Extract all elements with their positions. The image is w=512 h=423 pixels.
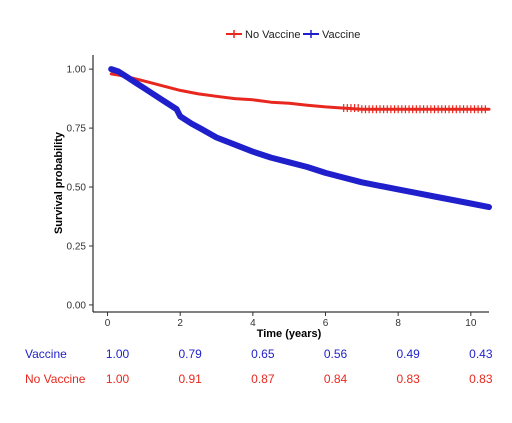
series-line-no-vaccine	[109, 72, 491, 111]
x-ticks: 0 2 4 6 8 10	[105, 312, 477, 329]
y-tick-label: 1.00	[67, 65, 87, 76]
risk-value: 0.84	[324, 372, 348, 386]
risk-value: 1.00	[106, 372, 130, 386]
x-tick-label: 4	[250, 318, 256, 329]
risk-value: 0.49	[396, 347, 420, 361]
series-line-vaccine	[108, 66, 492, 211]
risk-value: 1.00	[106, 347, 130, 361]
risk-value: 0.56	[324, 347, 348, 361]
x-tick-label: 8	[395, 318, 401, 329]
risk-value: 0.65	[251, 347, 275, 361]
x-tick-label: 0	[105, 318, 111, 329]
x-tick-label: 10	[465, 318, 477, 329]
y-tick-label: 0.75	[67, 124, 87, 135]
risk-value: 0.87	[251, 372, 275, 386]
x-axis-title: Time (years)	[257, 328, 322, 340]
risk-value: 0.79	[179, 347, 203, 361]
y-axis-title: Survival probability	[53, 131, 65, 234]
risk-row-label: Vaccine	[25, 347, 67, 361]
x-tick-label: 2	[177, 318, 183, 329]
risk-value: 0.91	[179, 372, 203, 386]
x-tick-label: 6	[323, 318, 329, 329]
legend-label-no-vaccine: No Vaccine	[245, 29, 300, 41]
legend-label-vaccine: Vaccine	[322, 29, 360, 41]
risk-row-label: No Vaccine	[25, 372, 86, 386]
series-layer	[108, 66, 492, 211]
y-ticks: 0.00 0.25 0.50 0.75 1.00	[67, 65, 93, 311]
legend: No Vaccine Vaccine	[226, 29, 360, 41]
risk-value: 0.43	[469, 347, 493, 361]
risk-value: 0.83	[396, 372, 420, 386]
risk-table: Vaccine 1.00 0.79 0.65 0.56 0.49 0.43 No Vaccin…	[25, 347, 493, 386]
y-tick-label: 0.00	[67, 300, 87, 311]
risk-value: 0.83	[469, 372, 493, 386]
y-tick-label: 0.50	[67, 183, 87, 194]
y-tick-label: 0.25	[67, 241, 87, 252]
